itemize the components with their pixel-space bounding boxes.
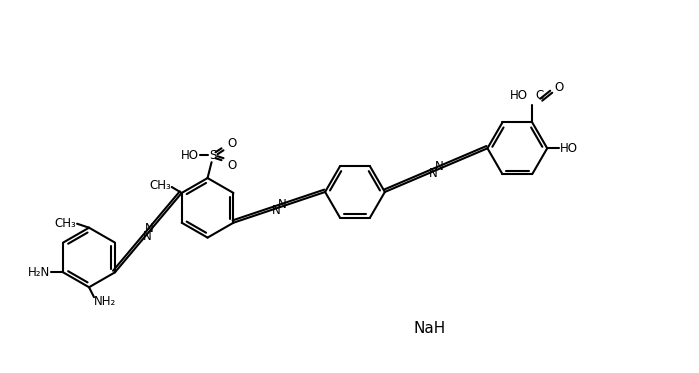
- Text: CH₃: CH₃: [55, 217, 76, 230]
- Text: N: N: [145, 222, 154, 235]
- Text: O: O: [227, 137, 237, 150]
- Text: NH₂: NH₂: [94, 295, 116, 308]
- Text: N: N: [435, 160, 443, 173]
- Text: H₂N: H₂N: [28, 266, 50, 279]
- Text: O: O: [554, 81, 563, 94]
- Text: N: N: [143, 231, 152, 244]
- Text: N: N: [278, 198, 287, 211]
- Text: HO: HO: [560, 142, 578, 155]
- Text: NaH: NaH: [414, 322, 446, 336]
- Text: S: S: [209, 149, 216, 162]
- Text: N: N: [429, 167, 438, 180]
- Text: CH₃: CH₃: [149, 179, 171, 191]
- Text: C: C: [535, 89, 544, 102]
- Text: N: N: [272, 204, 280, 217]
- Text: HO: HO: [510, 89, 528, 102]
- Text: O: O: [227, 159, 237, 172]
- Text: HO: HO: [180, 149, 199, 162]
